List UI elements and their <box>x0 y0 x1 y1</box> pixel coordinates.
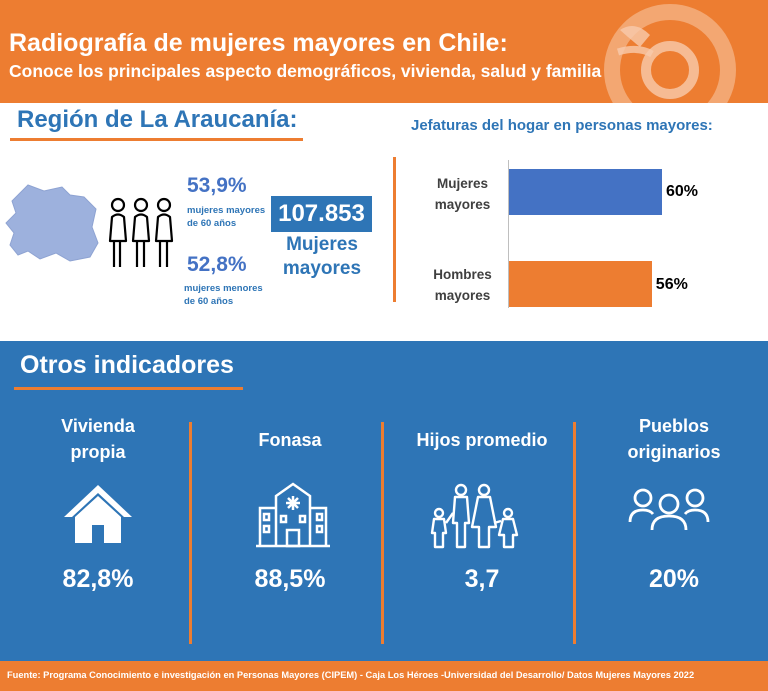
indicator-fonasa-title-line1: Fonasa <box>258 430 322 450</box>
indicator-vivienda-title-line2: propia <box>70 442 126 462</box>
page-subtitle: Conoce los principales aspecto demográfi… <box>9 61 602 81</box>
bar-label-mujeres-line1: Mujeres <box>436 176 489 191</box>
bar-label-mujeres-line2: mayores <box>434 197 491 212</box>
region-title: Región de La Araucanía: <box>17 106 298 133</box>
indicator-divider <box>189 422 192 644</box>
indicator-divider <box>381 422 384 644</box>
indicator-pueblos-value: 20% <box>648 565 700 593</box>
hospital-icon <box>256 482 330 548</box>
family-icon <box>430 483 519 549</box>
bar-label-hombres-line1: Hombres <box>433 267 492 282</box>
region-map-icon <box>5 184 99 262</box>
total-women-label-line2: mayores <box>282 258 362 279</box>
region-title-underline <box>10 138 303 141</box>
bar-value-hombres: 56% <box>655 276 688 293</box>
stat-older-women-desc: mujeres mayores de 60 años <box>187 204 265 230</box>
indicators-section <box>0 341 768 661</box>
logo-icon <box>604 4 736 103</box>
indicator-divider <box>573 422 576 644</box>
stat-older-women-desc-line2: de 60 años <box>187 218 237 229</box>
indicators-title-underline <box>14 387 243 390</box>
indicator-pueblos-title-line2: originarios <box>627 442 721 462</box>
stat-older-women-desc-line1: mujeres mayores <box>187 205 266 216</box>
chart-title: Jefaturas del hogar en personas mayores: <box>411 117 713 134</box>
indicator-pueblos-title: Pueblos originarios <box>589 413 759 465</box>
indicator-hijos-title-line1: Hijos promedio <box>416 430 548 450</box>
stat-younger-women-desc-line1: mujeres menores <box>184 283 263 294</box>
indicator-vivienda-title: Vivienda propia <box>13 413 183 465</box>
source-text: Fuente: Programa Conocimiento e investig… <box>7 670 695 680</box>
bar-value-mujeres: 60% <box>666 183 699 200</box>
page-title: Radiografía de mujeres mayores en Chile: <box>9 29 508 57</box>
stat-younger-women-pct: 52,8% <box>187 253 247 276</box>
bar-hombres <box>509 261 652 307</box>
people-group-icon <box>628 488 710 531</box>
total-women-value: 107.853 <box>271 196 372 232</box>
stat-younger-women-desc-line2: de 60 años <box>184 296 234 307</box>
bar-label-mujeres: Mujeres mayores <box>415 173 510 215</box>
footer: Fuente: Programa Conocimiento e investig… <box>0 661 768 691</box>
house-icon <box>64 485 132 543</box>
section-divider <box>393 157 396 302</box>
indicator-hijos-value: 3,7 <box>464 565 500 593</box>
bar-mujeres <box>509 169 662 215</box>
bar-label-hombres-line2: mayores <box>434 288 491 303</box>
indicator-pueblos-title-line1: Pueblos <box>638 416 709 436</box>
header-banner: Radiografía de mujeres mayores en Chile:… <box>0 0 768 103</box>
stat-younger-women-desc: mujeres menores de 60 años <box>184 282 263 308</box>
stat-older-women-pct: 53,9% <box>187 174 247 197</box>
indicator-hijos-title: Hijos promedio <box>397 427 567 453</box>
chart-axis <box>508 160 509 308</box>
indicator-fonasa-title: Fonasa <box>205 427 375 453</box>
bar-label-hombres: Hombres mayores <box>415 264 510 306</box>
indicator-vivienda-value: 82,8% <box>62 565 134 593</box>
indicator-vivienda-title-line1: Vivienda <box>61 416 135 436</box>
women-group-icon <box>108 197 174 267</box>
total-women-label-line1: Mujeres <box>286 234 358 255</box>
indicator-fonasa-value: 88,5% <box>254 565 326 593</box>
indicators-title: Otros indicadores <box>20 351 234 379</box>
total-women-label: Mujeres mayores <box>268 233 376 281</box>
